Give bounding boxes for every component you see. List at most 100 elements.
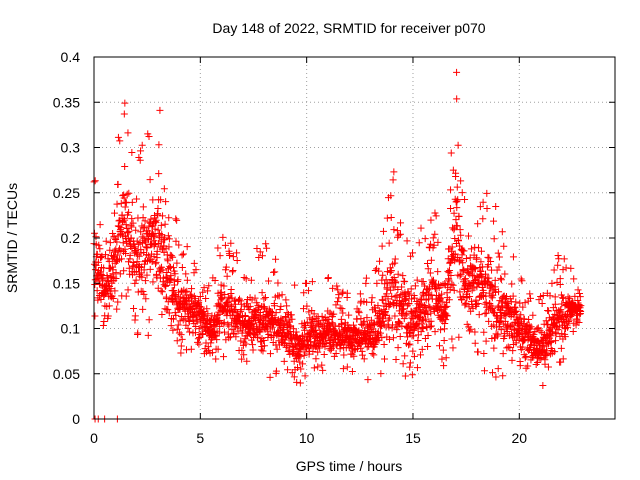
data-point	[137, 147, 145, 155]
data-point	[525, 315, 533, 323]
data-point	[125, 264, 133, 272]
data-point	[113, 305, 121, 313]
data-point	[318, 361, 326, 369]
data-point	[449, 281, 457, 289]
data-point	[526, 294, 534, 302]
data-point	[161, 236, 169, 244]
data-point	[135, 252, 143, 260]
data-point	[413, 276, 421, 284]
data-point	[521, 299, 529, 307]
data-point	[468, 271, 476, 279]
data-point	[298, 342, 306, 350]
data-point	[138, 233, 146, 241]
data-point	[159, 266, 167, 274]
data-point	[125, 208, 133, 216]
data-point	[263, 244, 271, 252]
data-point	[175, 241, 183, 249]
data-point	[109, 229, 117, 237]
data-point	[300, 289, 308, 297]
data-point	[487, 292, 495, 300]
data-point	[480, 328, 488, 336]
data-point	[410, 352, 418, 360]
data-point	[487, 282, 495, 290]
data-point	[187, 291, 195, 299]
data-point	[139, 305, 147, 313]
axis-ticks	[93, 56, 615, 420]
data-point	[455, 237, 463, 245]
data-point	[98, 252, 106, 260]
data-point	[499, 303, 507, 311]
data-point	[202, 320, 210, 328]
data-point	[462, 299, 470, 307]
data-point	[183, 243, 191, 251]
data-point	[502, 292, 510, 300]
data-point	[339, 365, 347, 373]
data-point	[279, 319, 287, 327]
data-point	[258, 252, 266, 260]
data-point	[247, 276, 255, 284]
data-point	[554, 252, 562, 260]
data-point	[123, 190, 131, 198]
data-point	[124, 286, 132, 294]
data-point	[363, 314, 371, 322]
data-point	[483, 205, 491, 213]
data-point	[224, 293, 232, 301]
data-point	[348, 340, 356, 348]
x-axis-label: GPS time / hours	[296, 458, 403, 474]
data-point	[174, 321, 182, 329]
data-point	[208, 349, 216, 357]
data-point	[419, 302, 427, 310]
data-point	[466, 254, 474, 262]
data-point	[477, 258, 485, 266]
data-point	[489, 304, 497, 312]
data-point	[457, 177, 465, 185]
data-point	[139, 287, 147, 295]
data-point	[195, 333, 203, 341]
data-point	[173, 259, 181, 267]
data-point	[256, 309, 264, 317]
data-point	[238, 346, 246, 354]
data-point	[220, 282, 228, 290]
data-point	[150, 240, 158, 248]
data-point	[544, 363, 552, 371]
data-point	[494, 365, 502, 373]
data-point	[527, 323, 535, 331]
data-point	[560, 255, 568, 263]
data-point	[554, 261, 562, 269]
data-point	[242, 275, 250, 283]
data-point	[243, 357, 251, 365]
data-point	[140, 290, 148, 298]
data-point	[543, 351, 551, 359]
data-point	[406, 359, 414, 367]
data-point	[577, 302, 585, 310]
data-point	[574, 286, 582, 294]
data-point	[499, 350, 507, 358]
data-point	[462, 255, 470, 263]
data-point	[132, 226, 140, 234]
data-point	[508, 356, 516, 364]
data-point	[95, 241, 103, 249]
data-point	[293, 378, 301, 386]
data-point	[418, 295, 426, 303]
data-point	[157, 196, 165, 204]
data-point	[576, 289, 584, 297]
data-point	[558, 330, 566, 338]
data-point	[124, 229, 132, 237]
data-point	[425, 302, 433, 310]
data-point	[437, 326, 445, 334]
data-point	[495, 288, 503, 296]
data-point	[299, 360, 307, 368]
data-point	[552, 337, 560, 345]
data-point	[308, 278, 316, 286]
data-point	[211, 277, 219, 285]
data-point	[181, 288, 189, 296]
data-point	[106, 246, 114, 254]
data-point	[454, 141, 462, 149]
data-point	[395, 231, 403, 239]
data-point	[389, 334, 397, 342]
data-point	[475, 244, 483, 252]
data-point	[332, 349, 340, 357]
data-point	[281, 336, 289, 344]
data-point	[220, 318, 228, 326]
data-point	[146, 218, 154, 226]
